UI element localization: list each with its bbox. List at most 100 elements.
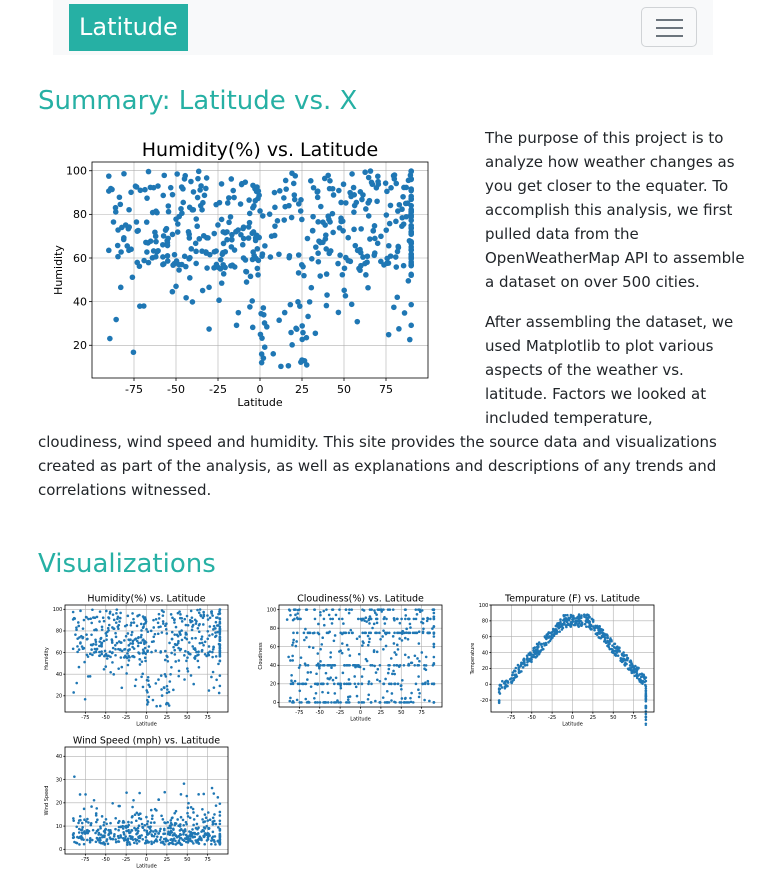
humidity-thumbnail-chart[interactable]: Humidity(%) vs. Latitude-75 -50 -25 0 25 50 75… <box>38 590 238 726</box>
paragraph-line: After assembling the dataset, we <box>485 313 734 331</box>
data-point <box>376 667 380 671</box>
data-point <box>391 608 395 611</box>
data-point <box>385 331 392 338</box>
data-point <box>214 822 218 826</box>
data-point <box>80 821 84 825</box>
data-point <box>184 649 187 653</box>
data-point <box>571 620 575 623</box>
data-point <box>292 638 295 642</box>
data-point <box>194 622 198 625</box>
data-point <box>295 631 299 635</box>
data-point <box>134 819 138 823</box>
cloudiness-thumbnail-chart[interactable]: Cloudiness(%) vs. Latitude-75 -50 -25 0 25 50… <box>250 590 450 726</box>
data-point <box>136 829 140 833</box>
data-point <box>155 809 158 812</box>
data-point <box>169 672 172 676</box>
data-point <box>125 829 128 833</box>
data-point <box>367 680 371 683</box>
data-point <box>218 684 222 688</box>
data-point <box>213 835 217 838</box>
data-point <box>115 611 118 615</box>
data-point <box>203 175 210 181</box>
x-tick-label: -75 <box>81 857 89 863</box>
data-point <box>408 168 415 175</box>
data-point <box>338 608 341 611</box>
data-point <box>218 181 225 187</box>
data-point <box>327 248 334 254</box>
data-point <box>90 621 94 625</box>
data-point <box>208 650 212 653</box>
data-point <box>422 617 425 621</box>
data-point <box>107 335 113 342</box>
x-tick-label: 75 <box>630 715 636 721</box>
data-point <box>98 650 101 654</box>
x-axis-label: Latitude <box>350 716 371 722</box>
data-point <box>373 609 376 612</box>
data-point <box>117 667 120 670</box>
data-point <box>78 843 81 846</box>
wind-thumbnail-chart[interactable]: Wind Speed (mph) vs. Latitude-75 -50 -25 0 2… <box>38 732 238 868</box>
data-point <box>72 691 75 694</box>
data-point <box>170 651 173 655</box>
data-point <box>203 185 209 192</box>
data-point <box>409 700 413 704</box>
data-point <box>149 825 152 829</box>
temperature-thumbnail-chart[interactable]: Tempurature (F) vs. Latitude-75 -50 -25 0 25… <box>462 590 662 726</box>
data-point <box>366 634 370 638</box>
data-point <box>155 835 159 838</box>
data-point <box>580 624 583 628</box>
data-point <box>245 224 252 230</box>
data-point <box>297 666 301 669</box>
data-point <box>198 183 204 189</box>
data-point <box>213 819 216 823</box>
data-point <box>224 229 230 235</box>
data-point <box>149 821 153 824</box>
x-tick-label: 25 <box>164 857 170 863</box>
data-point <box>644 691 648 695</box>
data-point <box>190 189 197 195</box>
data-point <box>323 246 330 252</box>
data-point <box>333 634 337 637</box>
data-point <box>189 830 193 834</box>
data-point <box>164 675 168 678</box>
data-point <box>235 309 242 316</box>
data-point <box>379 637 382 641</box>
data-point <box>137 641 140 645</box>
data-point <box>405 177 412 184</box>
main-humidity-chart[interactable]: Humidity(%) vs. Latitude-75 -50 -25 0 25 50 75… <box>38 134 438 414</box>
data-point <box>243 268 249 275</box>
data-point <box>124 634 128 638</box>
data-point <box>352 242 359 249</box>
data-point <box>405 631 408 634</box>
data-point <box>297 303 303 309</box>
paragraph-line: correlations witnessed. <box>38 481 212 499</box>
data-point <box>202 829 206 833</box>
data-point <box>180 638 184 642</box>
data-point <box>106 842 110 846</box>
data-point <box>171 827 175 831</box>
data-point <box>362 169 368 176</box>
data-point <box>335 260 341 267</box>
data-point <box>629 659 632 662</box>
data-point <box>347 611 351 615</box>
data-point <box>187 275 193 281</box>
data-point <box>343 200 349 206</box>
data-point <box>90 838 94 842</box>
data-point <box>174 171 180 177</box>
data-point <box>348 193 354 200</box>
data-point <box>186 669 190 673</box>
data-point <box>183 654 186 657</box>
data-point <box>391 635 395 638</box>
data-point <box>211 830 215 834</box>
data-point <box>336 682 340 686</box>
data-point <box>165 203 172 209</box>
data-point <box>136 644 140 648</box>
data-point <box>131 805 134 809</box>
data-point <box>347 701 351 704</box>
data-point <box>152 233 159 240</box>
data-point <box>211 230 218 237</box>
navbar-brand[interactable]: Latitude <box>69 4 188 51</box>
navbar-toggle-button[interactable] <box>641 7 697 47</box>
data-point <box>185 840 188 844</box>
data-point <box>242 179 249 185</box>
